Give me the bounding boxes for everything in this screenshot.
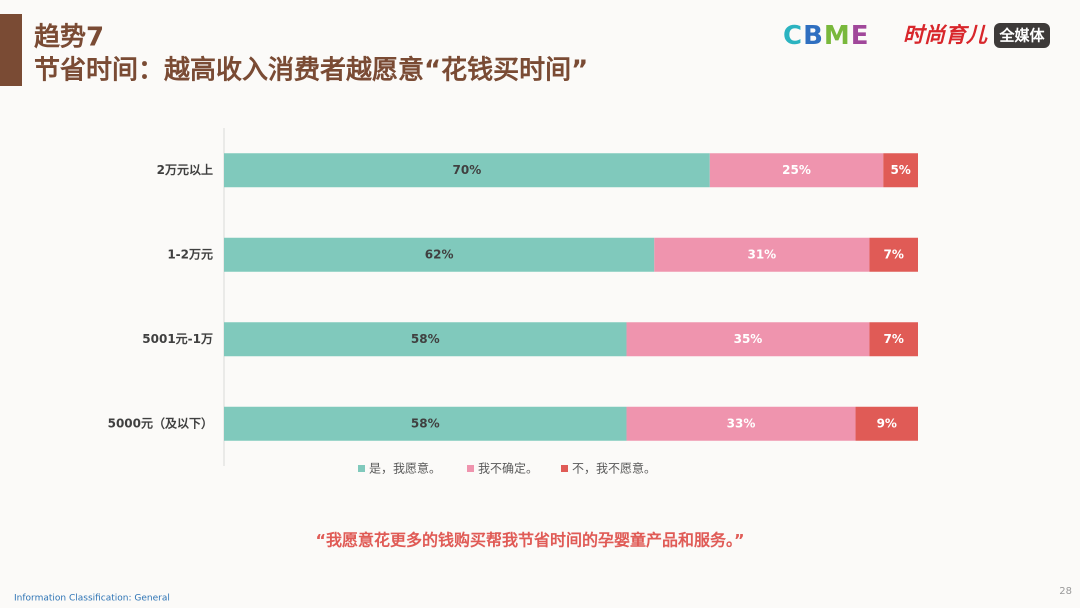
bar-segment [869,237,918,272]
footer: Information Classification: General [14,594,170,604]
bar-segment [626,322,870,357]
quote: “我愿意花更多的钱购买帮我节省时间的孕婴童产品和服务。” [315,531,744,550]
bar-segment [883,153,918,188]
value-label: 7% [884,247,904,261]
legend-marker [467,465,474,472]
bar-segment [224,406,627,441]
value-label: 62% [425,247,454,261]
value-label: 5% [890,163,910,177]
value-label: 33% [727,416,756,430]
slide-title: 节省时间：越高收入消费者越愿意“花钱买时间” [34,55,588,86]
bar-segment [654,237,870,272]
legend-label: 我不确定。 [478,461,538,476]
logo-media: 全媒体 [998,27,1045,45]
value-label: 7% [884,332,904,346]
bar-segment [869,322,918,357]
page-number: 28 [1059,586,1072,597]
y-tick-label: 5001元-1万 [142,332,213,346]
logo-badge [994,23,1050,48]
trend-label: 趋势7 [34,23,104,53]
value-label: 35% [734,332,763,346]
bar-segment [224,322,627,357]
y-tick-label: 5000元（及以下） [108,415,213,430]
legend-label: 不，我不愿意。 [572,461,656,476]
legend-label: 是，我愿意。 [369,461,441,476]
bar-segment [855,406,918,441]
bar-segment [224,153,710,188]
value-label: 25% [782,163,811,177]
value-label: 31% [747,247,776,261]
logo-cbme: CBME [783,21,870,51]
y-tick-label: 1-2万元 [167,247,213,261]
value-label: 58% [411,332,440,346]
value-label: 9% [877,416,897,430]
legend-marker [358,465,365,472]
value-label: 70% [453,163,482,177]
value-label: 58% [411,416,440,430]
bar-segment [626,406,856,441]
y-tick-label: 2万元以上 [157,162,213,177]
title-accent [0,14,22,86]
bar-segment [709,153,884,188]
legend-marker [561,465,568,472]
logo-brand: 时尚育儿 [903,23,988,47]
bar-segment [224,237,655,272]
